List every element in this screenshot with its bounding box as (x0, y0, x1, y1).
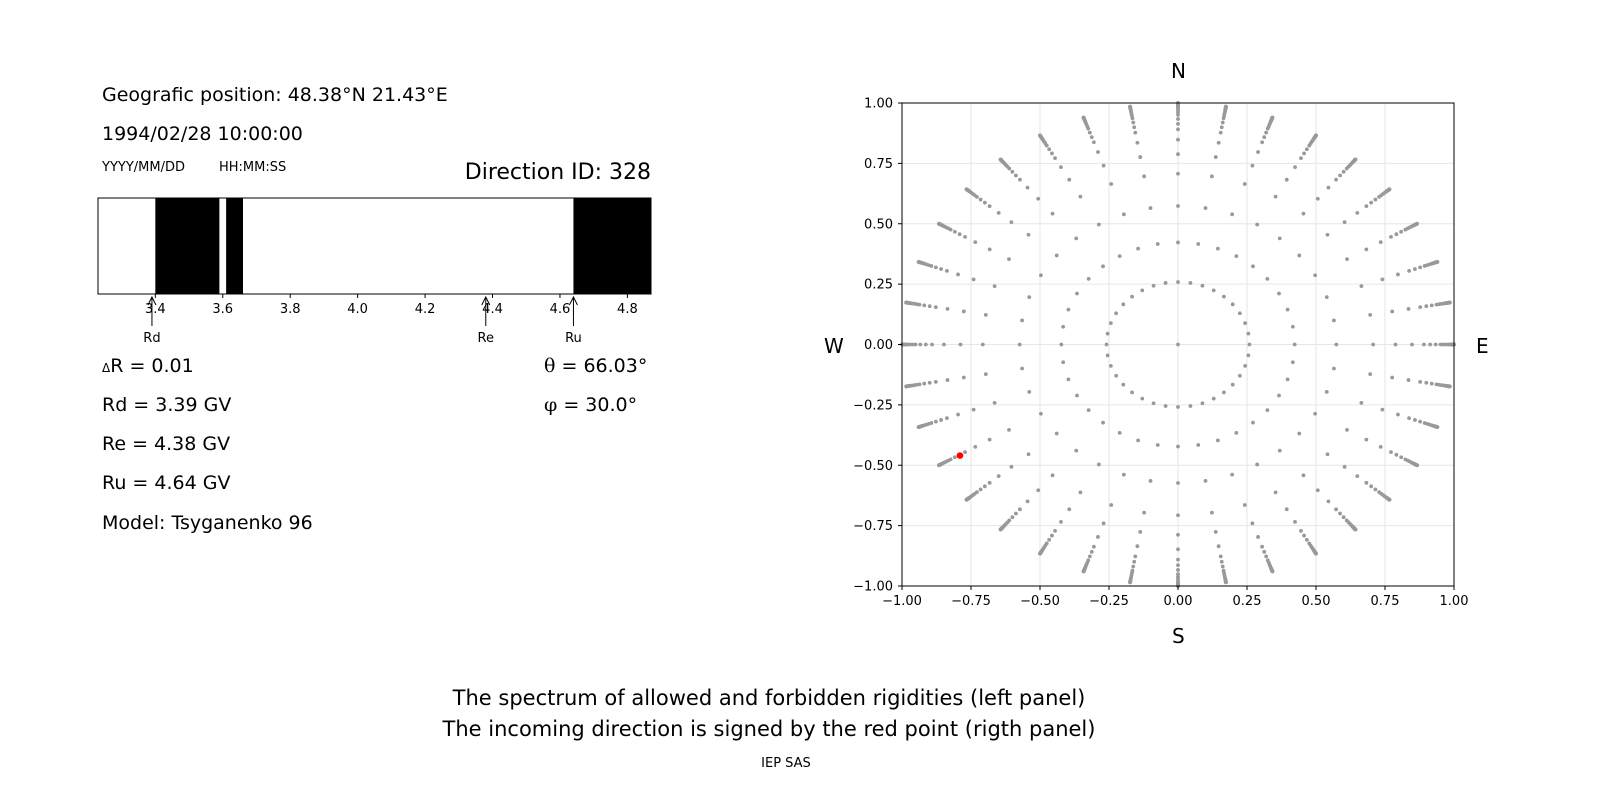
phi-angle: φ = 30.0° (544, 394, 637, 416)
datetime: 1994/02/28 10:00:00 (102, 123, 303, 145)
x-tick-label: 4.0 (347, 302, 368, 317)
phi-value: = 30.0° (557, 394, 638, 416)
theta-symbol: θ (544, 355, 556, 377)
forbidden-band (226, 198, 243, 294)
x-tick-label: 3.8 (280, 302, 301, 317)
theta-value: = 66.03° (555, 355, 648, 377)
east-label: E (1476, 334, 1489, 358)
ru-value: Ru = 4.64 GV (102, 472, 231, 494)
re-value: Re = 4.38 GV (102, 433, 231, 455)
marker-arrow-head (568, 295, 578, 306)
delta-r: ΔR = 0.01 (102, 355, 194, 377)
rd-value: Rd = 3.39 GV (102, 394, 232, 416)
time-format-label: HH:MM:SS (219, 160, 287, 175)
delta-r-value: R = 0.01 (110, 355, 194, 377)
theta-angle: θ = 66.03° (544, 355, 647, 377)
delta-symbol: Δ (102, 361, 111, 375)
phi-symbol: φ (544, 394, 558, 416)
x-tick-label: 3.4 (145, 302, 166, 317)
marker-arrow-head (481, 295, 491, 306)
marker-label-rd: Rd (143, 331, 160, 346)
spectrum-frame (97, 197, 652, 295)
x-tick-label: 4.4 (482, 302, 503, 317)
x-tick-label: 4.8 (617, 302, 638, 317)
forbidden-band (573, 198, 651, 294)
forbidden-band (155, 198, 220, 294)
direction-id: Direction ID: 328 (464, 160, 651, 185)
marker-label-ru: Ru (565, 331, 582, 346)
caption-line-2: The incoming direction is signed by the … (442, 717, 1096, 741)
marker-label-re: Re (478, 331, 494, 346)
date-format-label: YYYY/MM/DD (102, 160, 185, 175)
south-label: S (1172, 624, 1185, 648)
marker-arrow-head (147, 295, 157, 306)
north-label: N (1171, 59, 1186, 83)
west-label: W (824, 334, 844, 358)
x-tick-label: 3.6 (212, 302, 233, 317)
credit: IEP SAS (761, 756, 811, 771)
x-tick-label: 4.6 (550, 302, 571, 317)
geographic-position: Geografic position: 48.38°N 21.43°E (102, 84, 448, 106)
caption-line-1: The spectrum of allowed and forbidden ri… (452, 686, 1086, 710)
x-tick-label: 4.2 (415, 302, 436, 317)
model-name: Model: Tsyganenko 96 (102, 512, 313, 534)
